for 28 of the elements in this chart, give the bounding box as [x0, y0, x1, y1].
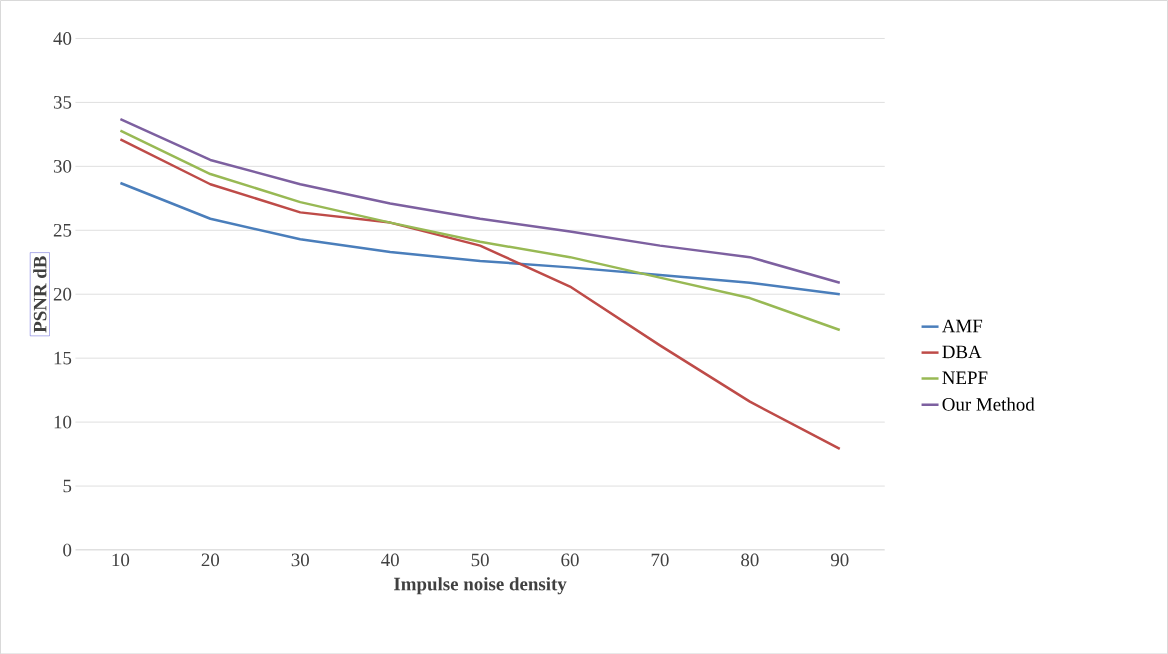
y-tick-label: 30: [53, 159, 72, 173]
x-tick-label: 30: [291, 553, 309, 567]
x-tick-label: 60: [561, 553, 579, 567]
y-axis-title: PSNR dB: [33, 255, 47, 333]
y-tick-label: 40: [53, 31, 72, 45]
legend-label: AMF: [941, 319, 983, 332]
legend-label: Our Method: [942, 397, 1035, 411]
x-tick-label: 90: [830, 553, 849, 567]
y-tick-label: 25: [53, 223, 72, 237]
line-series: [119, 117, 842, 284]
line-series: [119, 181, 842, 296]
line-series: [119, 138, 842, 451]
y-tick-label: 15: [54, 351, 72, 365]
x-tick-label: 70: [651, 553, 669, 567]
y-tick-label: 35: [53, 95, 72, 109]
x-axis-title: Impulse noise density: [394, 576, 567, 595]
y-tick-label: 20: [53, 287, 72, 301]
legend-label: NEPF: [942, 371, 988, 384]
x-tick-label: 50: [471, 553, 489, 567]
x-tick-label: 10: [112, 553, 130, 567]
legend-label: DBA: [942, 345, 982, 358]
x-tick-label: 40: [381, 553, 399, 567]
y-tick-label: 10: [54, 415, 72, 429]
line-series: [119, 129, 842, 332]
y-tick-label: 0: [63, 543, 72, 557]
y-tick-label: 5: [63, 479, 72, 493]
x-tick-label: 20: [201, 553, 220, 567]
x-tick-label: 80: [741, 553, 759, 567]
